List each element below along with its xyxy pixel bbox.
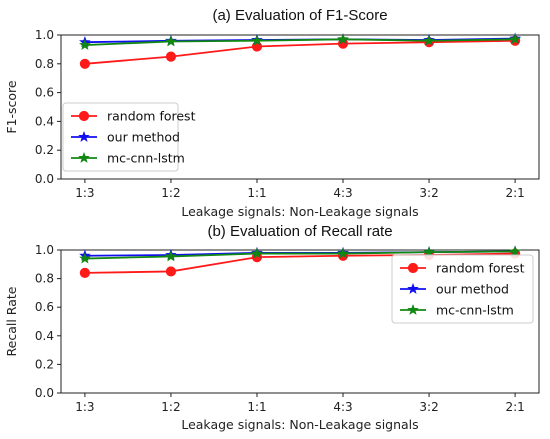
x-tick-label: 2:1 <box>505 400 524 414</box>
data-point <box>509 245 521 257</box>
chart-title: (b) Evaluation of Recall rate <box>207 223 392 240</box>
x-tick-label: 3:2 <box>419 400 438 414</box>
data-point <box>165 266 177 277</box>
series-mc-cnn-lstm <box>79 33 521 50</box>
series-line <box>84 250 516 260</box>
legend: random forest our method mc-cnn-lstm <box>391 254 534 324</box>
y-tick-label: 0.0 <box>35 386 54 400</box>
x-tick-label: 1:1 <box>247 186 266 200</box>
x-tick-label: 4:3 <box>333 186 352 200</box>
x-tick-label: 3:2 <box>419 186 438 200</box>
data-point <box>251 247 263 259</box>
legend-box <box>62 102 179 172</box>
y-tick-label: 0.2 <box>35 143 54 157</box>
plot-frame <box>60 249 540 394</box>
chart-panel-1: (a) Evaluation of F1-Score 0.0 0.2 0.4 0.6 0.… <box>4 7 540 219</box>
data-point <box>79 267 91 278</box>
data-point <box>165 250 177 262</box>
x-tick-label: 4:3 <box>333 400 352 414</box>
legend: random forest our method mc-cnn-lstm <box>62 102 196 172</box>
y-tick-label: 0.2 <box>35 357 54 371</box>
y-tick-label: 0.4 <box>35 329 54 343</box>
y-axis-label: Recall Rate <box>4 286 19 356</box>
x-tick-label: 2:1 <box>505 186 524 200</box>
y-tick-label: 0.6 <box>35 86 54 100</box>
data-point <box>79 252 91 264</box>
data-point <box>165 51 177 62</box>
x-tick-label: 1:3 <box>75 400 94 414</box>
series-mc-cnn-lstm <box>79 245 521 264</box>
data-point <box>423 246 435 258</box>
legend-label: random forest <box>107 109 196 124</box>
legend-entry: random forest <box>71 109 196 124</box>
legend-marker <box>407 262 419 274</box>
legend-label: mc-cnn-lstm <box>107 151 185 166</box>
legend-label: random forest <box>436 261 525 276</box>
y-tick-label: 0.0 <box>35 172 54 186</box>
legend-entry: our method <box>400 282 509 297</box>
legend-box <box>391 254 534 324</box>
legend-label: our method <box>107 130 180 145</box>
data-point <box>79 39 91 50</box>
data-point <box>337 247 349 259</box>
legend-marker <box>78 130 90 142</box>
x-tick-label: 1:1 <box>247 400 266 414</box>
legend-label: our method <box>436 282 509 297</box>
y-axis-label: F1-score <box>4 80 19 134</box>
series-line <box>84 38 516 46</box>
legend-entry: our method <box>71 130 180 145</box>
x-axis-label: Leakage signals: Non-Leakage signals <box>181 204 418 219</box>
legend-marker <box>78 151 90 163</box>
chart-panel-2: (b) Evaluation of Recall rate 0.0 0.2 0.4 0.… <box>4 223 540 432</box>
data-point <box>509 33 521 45</box>
data-point <box>251 34 263 46</box>
y-tick-label: 0.8 <box>35 272 54 286</box>
data-point <box>337 33 349 45</box>
legend-marker <box>407 282 419 294</box>
y-tick-label: 1.0 <box>35 28 54 42</box>
y-tick-label: 1.0 <box>35 243 54 257</box>
x-tick-label: 1:3 <box>75 186 94 200</box>
legend-marker <box>78 110 90 122</box>
chart-title: (a) Evaluation of F1-Score <box>212 7 387 24</box>
x-axis-label: Leakage signals: Non-Leakage signals <box>181 417 418 432</box>
y-tick-label: 0.8 <box>35 57 54 71</box>
y-tick-label: 0.6 <box>35 300 54 314</box>
legend-label: mc-cnn-lstm <box>436 303 514 318</box>
data-point <box>165 35 177 47</box>
plot-frame <box>60 34 540 180</box>
x-tick-label: 1:2 <box>161 400 180 414</box>
legend-entry: mc-cnn-lstm <box>71 151 185 166</box>
data-point <box>423 34 435 46</box>
legend-entry: random forest <box>400 261 525 276</box>
legend-marker <box>407 303 419 315</box>
series-line <box>84 39 516 65</box>
legend-entry: mc-cnn-lstm <box>400 303 514 318</box>
y-tick-label: 0.4 <box>35 114 54 128</box>
data-point <box>79 58 91 69</box>
x-tick-label: 1:2 <box>161 186 180 200</box>
